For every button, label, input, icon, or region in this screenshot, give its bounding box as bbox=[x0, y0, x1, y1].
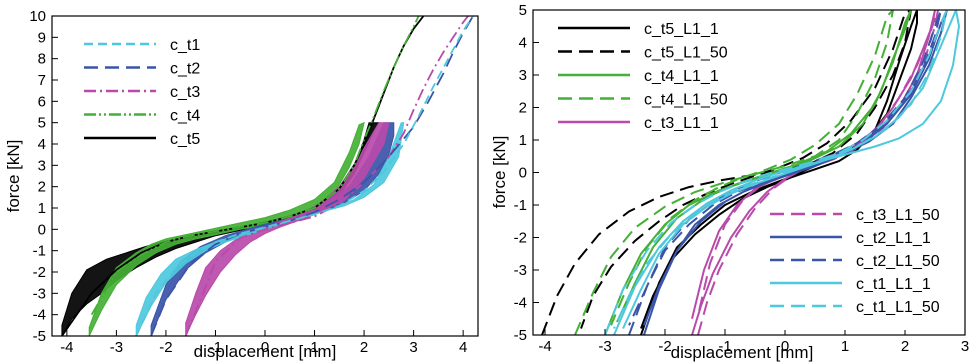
left-x-tick-label: 1 bbox=[310, 339, 318, 356]
right-series-lines bbox=[541, 10, 961, 335]
left-x-tick-label: -3 bbox=[110, 339, 123, 356]
left-y-tick-label: 3 bbox=[38, 157, 46, 174]
left-x-tick-label: -2 bbox=[159, 339, 172, 356]
left-y-tick-label: -3 bbox=[33, 285, 46, 302]
right-y-tick-label: -4 bbox=[514, 295, 527, 312]
left-y-tick-label: -1 bbox=[33, 243, 46, 260]
right-x-axis-label: displacement [mm] bbox=[671, 343, 814, 362]
left-x-tick-label: 0 bbox=[261, 339, 269, 356]
right-legend-label-c-t3-l1-50: c_t3_L1_50 bbox=[856, 207, 940, 224]
right-x-tick-label: 3 bbox=[961, 338, 969, 355]
right-y-tick-label: -2 bbox=[514, 230, 527, 247]
left-y-tick-label: 0 bbox=[38, 221, 46, 238]
right-x-tick-label: 1 bbox=[841, 338, 849, 355]
series-line-c-t3 bbox=[184, 16, 469, 336]
right-legend-label-c-t1-l1-1: c_t1_L1_1 bbox=[856, 276, 931, 293]
series-line-c-t5-l1-50 bbox=[541, 10, 913, 335]
left-x-tick-label: -4 bbox=[60, 339, 73, 356]
left-y-tick-label: 2 bbox=[38, 179, 46, 196]
left-y-tick-label: 4 bbox=[38, 136, 46, 153]
right-legend-label-c-t5-l1-50: c_t5_L1_50 bbox=[644, 45, 728, 62]
left-x-tick-label: 4 bbox=[459, 339, 467, 356]
right-x-tick-label: 2 bbox=[901, 338, 909, 355]
left-y-tick-label: 5 bbox=[38, 115, 46, 132]
left-legend-label-c-t3: c_t3 bbox=[170, 84, 200, 101]
left-legend: c_t1 c_t2 c_t3 c_t4 c_t5 bbox=[84, 37, 200, 148]
right-legend-label-c-t2-l1-1: c_t2_L1_1 bbox=[856, 230, 931, 247]
right-legend-bottom: c_t3_L1_50 c_t2_L1_1 c_t2_L1_50 c_t1_L1_1 c_… bbox=[764, 202, 960, 330]
left-series-lines bbox=[61, 16, 474, 336]
series-line-c-t1 bbox=[135, 16, 474, 336]
left-x-tick-label: -1 bbox=[209, 339, 222, 356]
left-legend-label-c-t4: c_t4 bbox=[170, 108, 200, 125]
right-legend-label-c-t4-l1-1: c_t4_L1_1 bbox=[644, 68, 719, 85]
left-y-tick-label: -4 bbox=[33, 307, 46, 324]
right-legend-label-c-t3-l1-1: c_t3_L1_1 bbox=[644, 115, 719, 132]
left-y-tick-label: 9 bbox=[38, 29, 46, 46]
right-legend-label-c-t2-l1-50: c_t2_L1_50 bbox=[856, 253, 940, 270]
series-line-c-t4-l1-50 bbox=[574, 10, 895, 335]
left-y-axis-label: force [kN] bbox=[4, 140, 23, 213]
left-legend-label-c-t2: c_t2 bbox=[170, 61, 200, 78]
right-axes: -4 -3 -2 -1 0 1 2 3 -5 -4 -3 -2 -1 0 1 2 3 4 5 bbox=[514, 2, 970, 355]
left-chart: -4 -3 -2 -1 0 1 2 3 4 -5 -4 -3 -2 -1 0 1 2 3 4 5 6 7 8 9 10 c_t1… bbox=[4, 8, 479, 361]
right-y-tick-label: -5 bbox=[514, 327, 527, 344]
band-c-t1 bbox=[135, 122, 405, 336]
series-line-c-t4 bbox=[90, 16, 420, 316]
left-y-tick-label: 1 bbox=[38, 200, 46, 217]
left-x-axis-label: displacement [mm] bbox=[194, 342, 337, 361]
right-legend-label-c-t4-l1-50: c_t4_L1_50 bbox=[644, 92, 728, 109]
band-c-t3 bbox=[185, 122, 390, 336]
right-y-tick-label: 0 bbox=[519, 165, 527, 182]
left-y-tick-label: 6 bbox=[38, 93, 46, 110]
right-y-tick-label: 4 bbox=[519, 35, 527, 52]
right-y-tick-label: 1 bbox=[519, 132, 527, 149]
right-x-tick-label: -3 bbox=[598, 338, 611, 355]
left-legend-label-c-t1: c_t1 bbox=[170, 37, 200, 54]
series-line-c-t1-l1-1 bbox=[613, 10, 961, 335]
left-legend-label-c-t5: c_t5 bbox=[170, 131, 200, 148]
right-y-tick-label: 3 bbox=[519, 67, 527, 84]
series-line-c-t2-l1-1 bbox=[643, 10, 948, 335]
right-y-tick-label: -1 bbox=[514, 197, 527, 214]
left-axes: -4 -3 -2 -1 0 1 2 3 4 -5 -4 -3 -2 -1 0 1 2 3 4 5 6 7 8 9 10 bbox=[29, 8, 467, 356]
series-line-c-t1-l1-50 bbox=[604, 10, 948, 335]
series-line-c-t2 bbox=[150, 16, 474, 336]
right-y-tick-label: 5 bbox=[519, 2, 527, 19]
right-x-tick-label: -2 bbox=[658, 338, 671, 355]
left-x-tick-label: 3 bbox=[409, 339, 417, 356]
left-y-tick-label: 8 bbox=[38, 51, 46, 68]
right-x-tick-label: 0 bbox=[781, 338, 789, 355]
right-legend-bottom-background bbox=[764, 202, 960, 330]
left-x-tick-label: 2 bbox=[360, 339, 368, 356]
right-legend-label-c-t1-l1-50: c_t1_L1_50 bbox=[856, 299, 940, 316]
right-y-tick-label: 2 bbox=[519, 100, 527, 117]
right-y-tick-label: -3 bbox=[514, 262, 527, 279]
right-legend-top: c_t5_L1_1 c_t5_L1_50 c_t4_L1_1 c_t4_L1_50 c_… bbox=[544, 14, 780, 134]
left-plot-frame bbox=[51, 15, 479, 337]
right-y-axis-label: force [kN] bbox=[490, 136, 509, 209]
left-y-tick-label: -2 bbox=[33, 264, 46, 281]
right-x-tick-label: -4 bbox=[538, 338, 551, 355]
left-y-tick-label: 10 bbox=[29, 8, 46, 25]
left-y-tick-label: 7 bbox=[38, 72, 46, 89]
left-y-tick-label: -5 bbox=[33, 328, 46, 345]
right-x-tick-label: -1 bbox=[718, 338, 731, 355]
right-legend-label-c-t5-l1-1: c_t5_L1_1 bbox=[644, 21, 719, 38]
